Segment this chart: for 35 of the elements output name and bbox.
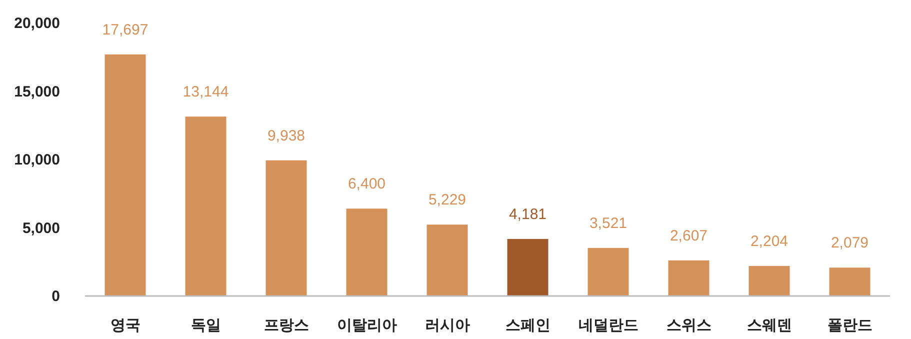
x-tick-label: 네덜란드 [578, 317, 638, 334]
bar [507, 238, 548, 296]
data-label: 6,400 [348, 176, 386, 193]
data-label: 13,144 [182, 84, 229, 101]
data-label: 2,204 [750, 232, 788, 250]
y-tick-label: 5,000 [22, 220, 60, 237]
bar [668, 260, 710, 296]
bar [266, 160, 307, 296]
data-label: 17,697 [102, 21, 148, 38]
x-tick-label: 이탈리아 [336, 317, 397, 334]
x-tick-label: 프랑스 [264, 317, 309, 334]
bar [426, 224, 468, 296]
data-label: 5,229 [428, 192, 466, 209]
x-tick-label: 스페인 [505, 317, 550, 334]
x-tick-label: 스웨덴 [746, 317, 792, 334]
bar [104, 54, 146, 296]
data-label: 4,181 [508, 206, 547, 223]
bar [748, 266, 790, 296]
x-tick-label: 스위스 [666, 317, 712, 334]
data-label: 3,521 [589, 214, 628, 232]
x-tick-label: 영국 [110, 317, 140, 334]
x-tick-label: 러시아 [424, 317, 470, 334]
data-label: 2,079 [830, 234, 869, 252]
bar [588, 248, 629, 296]
y-tick-label: 10,000 [14, 152, 60, 168]
bar [185, 116, 226, 296]
y-tick-label: 15,000 [14, 83, 60, 100]
x-tick-label: 폴란드 [827, 317, 872, 334]
x-tick-label: 독일 [190, 317, 221, 334]
bar [829, 268, 870, 296]
bar [346, 208, 388, 296]
data-label: 9,938 [267, 127, 306, 144]
y-tick-label: 0 [52, 288, 60, 305]
data-label: 2,607 [670, 227, 708, 244]
y-tick-label: 20,000 [14, 15, 60, 32]
